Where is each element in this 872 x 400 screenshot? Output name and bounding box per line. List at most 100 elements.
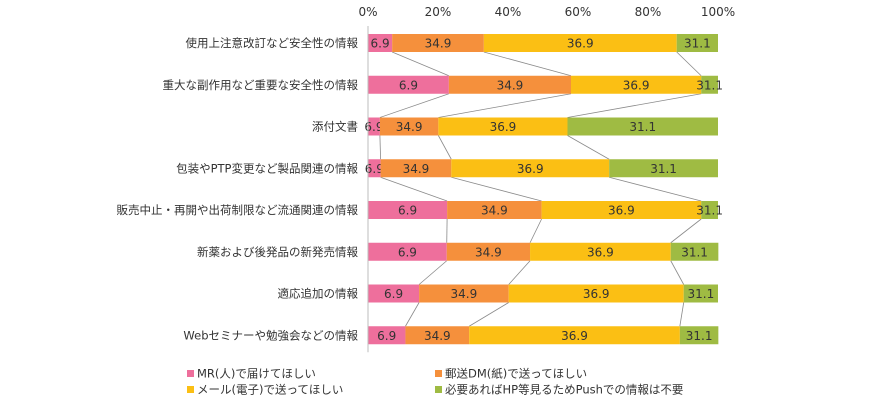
connector-line xyxy=(379,135,381,160)
x-tick-label: 20% xyxy=(425,5,452,19)
connector-lines xyxy=(379,51,702,327)
value-label: 34.9 xyxy=(481,204,508,218)
x-tick-label: 60% xyxy=(565,5,592,19)
category-label: 販売中止・再開や出荷制限など流通関連の情報 xyxy=(117,203,359,217)
value-label: 36.9 xyxy=(561,329,588,343)
bar-segment xyxy=(508,284,684,303)
value-label: 36.9 xyxy=(608,204,635,218)
category-label: 使用上注意改訂など安全性の情報 xyxy=(186,36,359,50)
bar-segment xyxy=(368,117,380,136)
x-tick-label: 80% xyxy=(635,5,662,19)
bar-segment xyxy=(469,326,680,345)
connector-line xyxy=(451,176,542,202)
connector-line xyxy=(468,302,509,327)
x-tick-label: 40% xyxy=(495,5,522,19)
value-label: 6.9 xyxy=(371,37,390,51)
category-label: 重大な副作用など重要な安全性の情報 xyxy=(163,78,359,92)
connector-line xyxy=(567,93,702,118)
value-label: 6.9 xyxy=(377,329,396,343)
value-label: 31.1 xyxy=(696,78,723,92)
value-label: 36.9 xyxy=(517,162,544,176)
value-label: 31.1 xyxy=(650,162,677,176)
value-label: 31.1 xyxy=(684,37,711,51)
bar-segment xyxy=(368,159,381,178)
bar-segment xyxy=(419,284,509,303)
connector-line xyxy=(679,302,685,327)
legend-label: メール(電子)で送ってほしい xyxy=(197,383,343,397)
connector-line xyxy=(670,260,685,285)
value-label: 36.9 xyxy=(623,78,650,92)
bar-segment xyxy=(483,34,677,52)
bar-segment xyxy=(679,326,719,345)
bar-segment xyxy=(368,326,406,345)
bar-segment xyxy=(368,75,449,94)
legend-swatch xyxy=(187,386,194,393)
value-label: 31.1 xyxy=(629,120,656,134)
connector-line xyxy=(483,51,572,77)
bar-segment xyxy=(392,34,484,52)
value-label: 36.9 xyxy=(583,287,610,301)
bar-segment xyxy=(447,201,542,219)
value-label: 34.9 xyxy=(497,78,524,92)
category-label: 添付文書 xyxy=(312,120,358,134)
category-labels: 使用上注意改訂など安全性の情報重大な副作用など重要な安全性の情報添付文書包装やP… xyxy=(117,36,359,342)
value-label: 6.9 xyxy=(398,204,417,218)
connector-line xyxy=(670,218,702,244)
bar-segment xyxy=(379,117,439,136)
legend-swatch xyxy=(435,386,442,393)
bar-segment xyxy=(701,201,718,219)
legend: MR(人)で届けてほしい 郵送DM(紙)で送ってほしいメール(電子)で送ってほしい… xyxy=(187,367,683,397)
connector-line xyxy=(508,260,531,285)
value-label: 34.9 xyxy=(475,245,502,259)
connector-line xyxy=(438,93,572,118)
connector-line xyxy=(405,302,420,327)
connector-line xyxy=(391,51,450,77)
value-label: 36.9 xyxy=(587,245,614,259)
bar-segment xyxy=(438,117,568,136)
bar-segment xyxy=(609,159,718,178)
value-label: 31.1 xyxy=(687,287,714,301)
bar-segment xyxy=(701,75,718,94)
legend-swatch xyxy=(435,370,442,377)
value-label: 34.9 xyxy=(403,162,430,176)
x-tick-label: 100% xyxy=(701,5,735,19)
legend-label: 郵送DM(紙)で送ってほしい xyxy=(445,367,587,381)
bar-segment xyxy=(368,34,393,52)
bar-segment xyxy=(368,201,448,219)
bar-segment xyxy=(368,284,420,303)
bar-segment xyxy=(683,284,718,303)
value-label: 6.9 xyxy=(399,78,418,92)
value-label: 6.9 xyxy=(398,245,417,259)
bar-segment xyxy=(530,242,671,261)
connector-line xyxy=(609,176,702,202)
bar-segment xyxy=(676,34,718,52)
bar-segment xyxy=(451,159,610,178)
value-label: 34.9 xyxy=(424,329,451,343)
category-label: 新薬および後発品の新発売情報 xyxy=(197,245,358,259)
value-label: 34.9 xyxy=(425,37,452,51)
connector-line xyxy=(380,176,448,202)
x-tick-labels: 0% 20% 40% 60% 80% 100% xyxy=(358,5,735,19)
connector-line xyxy=(567,135,610,160)
connector-line xyxy=(676,51,702,77)
x-tick-label: 0% xyxy=(358,5,377,19)
value-label: 6.9 xyxy=(364,120,383,134)
bar-segment xyxy=(448,75,571,94)
legend-swatch xyxy=(187,370,194,377)
value-label: 31.1 xyxy=(696,204,723,218)
bar-segment xyxy=(541,201,702,219)
value-label: 34.9 xyxy=(396,120,423,134)
bars: 6.9 34.9 36.9 31.1 6.9 34.9 36.9 31.1 6.9 34.9 36.… xyxy=(364,34,723,345)
value-label: 31.1 xyxy=(681,245,708,259)
bar-segment xyxy=(567,117,718,136)
category-label: 包装やPTP変更など製品関連の情報 xyxy=(176,161,358,175)
connector-line xyxy=(437,135,452,160)
value-label: 31.1 xyxy=(686,329,713,343)
bar-segment xyxy=(571,75,702,94)
value-label: 36.9 xyxy=(567,37,594,51)
value-label: 6.9 xyxy=(365,162,384,176)
bar-segment xyxy=(368,242,447,261)
bar-segment xyxy=(380,159,452,178)
connector-line xyxy=(418,260,448,285)
